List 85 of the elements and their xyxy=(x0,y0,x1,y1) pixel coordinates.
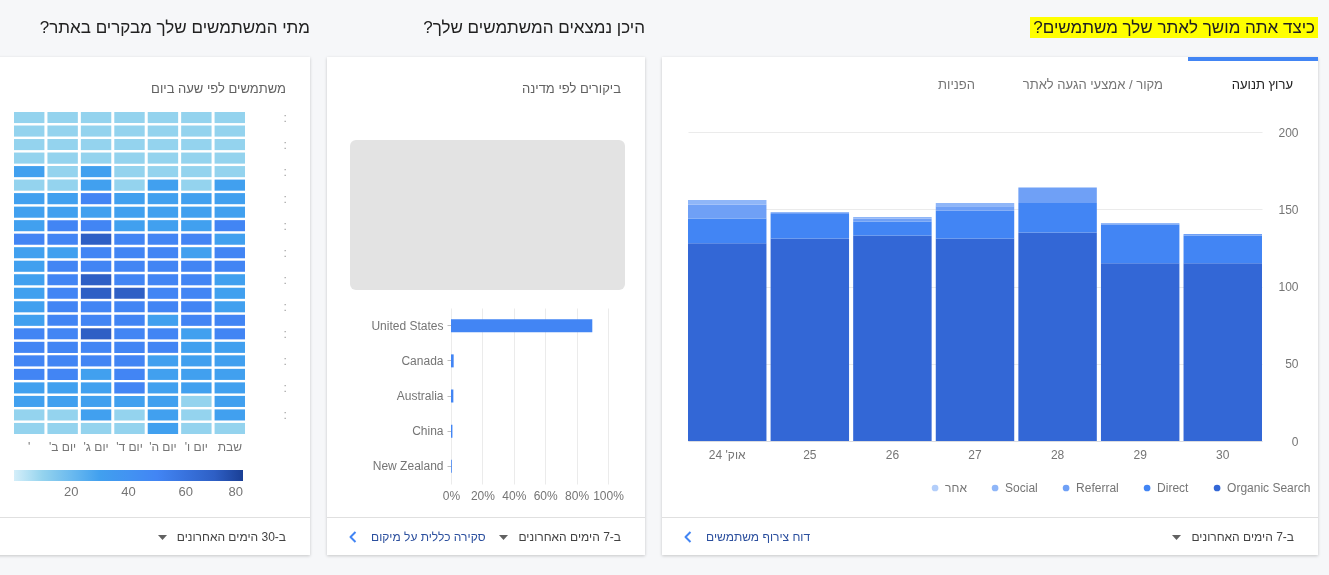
y-tick-label: : xyxy=(283,137,287,152)
color-bar-label: 60 xyxy=(178,484,193,499)
color-bar-label: 40 xyxy=(121,484,136,499)
color-bar-label: 80 xyxy=(228,484,243,499)
bar xyxy=(770,213,850,239)
color-bar-label: 20 xyxy=(64,484,79,499)
bar xyxy=(853,235,932,441)
legend-label: Direct xyxy=(1157,481,1190,495)
legend-label: Social xyxy=(1005,481,1038,495)
text: מקור / אמצעי הגעה לאתר xyxy=(1022,77,1163,93)
chart-title: מתי המשתמשים שלך מבקרים באתר? xyxy=(39,18,310,37)
bar xyxy=(688,199,767,205)
bar xyxy=(451,319,593,333)
x-tick-label: ' xyxy=(28,439,31,454)
bar xyxy=(451,354,454,368)
x-tick-label: יום ג' xyxy=(83,439,109,454)
bar xyxy=(1183,263,1262,441)
chart-subtitle: ביקורים לפי מדינה xyxy=(521,81,621,97)
text: ב-7 הימים האחרונים xyxy=(1191,529,1294,545)
x-tick-label: 25 xyxy=(803,447,817,462)
bar xyxy=(935,203,1015,207)
x-tick-label: 30 xyxy=(1216,447,1230,462)
bar xyxy=(1018,232,1097,441)
y-tick-label: : xyxy=(283,272,287,287)
legend-label: Referral xyxy=(1076,481,1119,495)
y-tick-label: : xyxy=(283,353,287,368)
bar xyxy=(853,221,932,236)
y-tick-label: : xyxy=(283,218,287,233)
chart-title: כיצד אתה מושך לאתר שלך משתמשים? xyxy=(1030,17,1318,38)
y-tick-label: : xyxy=(283,326,287,341)
y-tick-label: Canada xyxy=(401,353,444,368)
y-tick-label: 0 xyxy=(1291,434,1299,449)
bar xyxy=(1100,224,1180,264)
bar xyxy=(1018,187,1097,204)
x-tick-label: 60% xyxy=(533,488,559,503)
bar xyxy=(688,204,767,219)
text: הפניות xyxy=(938,77,975,93)
y-tick-label: 200 xyxy=(1278,125,1299,140)
x-tick-label: 40% xyxy=(502,488,527,503)
x-tick-label: יום ו' xyxy=(184,439,208,454)
y-tick-label: : xyxy=(283,191,287,206)
y-tick-label: 50 xyxy=(1285,357,1299,372)
bar xyxy=(770,238,850,441)
y-tick-label: : xyxy=(283,299,287,314)
bar xyxy=(688,218,767,244)
bar xyxy=(1018,203,1097,233)
bar xyxy=(1100,263,1180,441)
x-tick-label: 80% xyxy=(565,488,590,503)
bar xyxy=(935,206,1015,211)
text: סקירה כללית על מיקום xyxy=(371,529,486,545)
x-tick-label: 26 xyxy=(885,447,900,462)
x-tick-label: 29 xyxy=(1133,447,1148,462)
y-tick-label: : xyxy=(283,110,287,125)
bar xyxy=(935,210,1015,239)
legend-label: Organic Search xyxy=(1227,481,1311,495)
y-tick-label: 150 xyxy=(1278,202,1299,217)
y-tick-label: 100 xyxy=(1278,280,1299,294)
x-tick-label: 27 xyxy=(968,447,982,462)
y-tick-label: China xyxy=(412,424,444,439)
x-tick-label: אוק' 24 xyxy=(708,447,747,462)
chart-subtitle: משתמשים לפי שעה ביום xyxy=(151,81,286,97)
bar xyxy=(1183,235,1262,264)
legend-label: אחר xyxy=(945,481,968,495)
x-tick-label: 20% xyxy=(470,488,496,503)
y-tick-label: : xyxy=(283,380,287,395)
x-tick-label: 100% xyxy=(593,488,625,503)
text: ערוץ תנועה xyxy=(1231,77,1293,93)
bar xyxy=(935,238,1015,441)
y-tick-label: : xyxy=(283,164,287,179)
text: ב-7 הימים האחרונים xyxy=(518,529,621,545)
text: דוח צירוף משתמשים xyxy=(706,529,811,545)
text: ב-30 הימים האחרונים xyxy=(176,529,286,545)
x-tick-label: 0% xyxy=(442,488,461,503)
x-tick-label: 28 xyxy=(1050,447,1065,462)
bar xyxy=(688,243,767,441)
y-tick-label: Australia xyxy=(396,389,444,403)
chart-title: היכן נמצאים המשתמשים שלך? xyxy=(423,18,645,37)
x-tick-label: יום ב' xyxy=(49,439,77,454)
y-tick-label: United States xyxy=(371,318,444,333)
y-tick-label: : xyxy=(283,407,287,422)
x-tick-label: יום ד' xyxy=(116,439,143,454)
y-tick-label: New Zealand xyxy=(372,459,444,474)
y-tick-label: : xyxy=(283,245,287,260)
x-tick-label: שבת xyxy=(217,439,243,454)
x-tick-label: יום ה' xyxy=(149,439,177,454)
